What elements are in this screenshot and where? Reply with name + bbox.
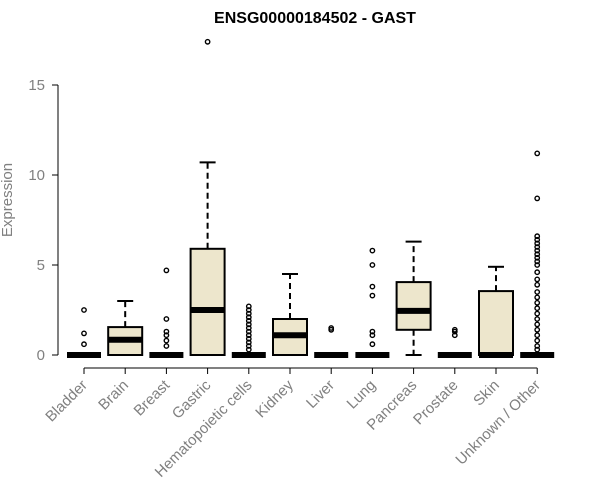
outlier-point — [245, 335, 252, 342]
outlier-point — [534, 294, 541, 301]
y-tick-label: 0 — [37, 347, 45, 364]
outlier-point — [81, 330, 87, 337]
outlier-point — [245, 321, 252, 328]
outlier-point — [534, 258, 541, 265]
box-body — [478, 290, 514, 357]
x-tick-label: Skin — [470, 377, 503, 410]
outlier-point — [534, 321, 541, 328]
x-tick-label: Bladder — [42, 377, 91, 426]
x-tick-label: Kidney — [252, 376, 297, 421]
outlier-point — [245, 346, 252, 353]
outlier-point — [451, 328, 458, 335]
box-pancreas — [395, 240, 432, 356]
y-axis-label: Expression — [0, 163, 16, 237]
outlier-point — [534, 346, 541, 353]
outlier-point — [245, 339, 252, 346]
x-tick-label: Prostate — [410, 377, 462, 429]
box-hematopoietic-cells — [231, 303, 266, 358]
outlier-point — [369, 283, 376, 290]
outlier-point — [81, 307, 87, 313]
outlier-point — [328, 326, 335, 333]
outlier-point — [534, 244, 541, 250]
outlier-point — [163, 343, 170, 349]
outlier-point — [534, 337, 541, 344]
outlier-point — [534, 269, 541, 276]
outlier-point — [245, 332, 252, 339]
outlier-point — [534, 262, 541, 268]
outlier-point — [534, 281, 541, 288]
x-tick-label: Breast — [131, 376, 174, 419]
outlier-point — [534, 276, 541, 283]
box-skin — [478, 265, 514, 358]
outlier-point — [245, 314, 252, 321]
outlier-point — [163, 328, 170, 335]
outlier-point — [534, 240, 541, 247]
outlier-point — [245, 328, 252, 335]
x-tick-label: Lung — [344, 377, 380, 413]
outlier-point — [245, 317, 252, 324]
outlier-point — [451, 332, 458, 339]
outlier-point — [534, 343, 541, 349]
box-bladder — [67, 307, 101, 358]
outlier-point — [534, 332, 541, 339]
box-breast — [149, 267, 184, 358]
box-brain — [107, 300, 144, 357]
outlier-point — [163, 332, 170, 339]
y-axis: 0 5 10 15 — [28, 77, 59, 364]
outlier-point — [534, 254, 541, 261]
outlier-point — [163, 337, 170, 344]
outlier-point — [245, 310, 252, 317]
outlier-point — [245, 303, 252, 310]
box-lung — [355, 247, 390, 358]
outlier-point — [245, 307, 252, 313]
box-prostate — [437, 326, 472, 358]
chart-title: ENSG00000184502 - GAST — [214, 10, 416, 27]
box-kidney — [272, 273, 308, 356]
x-tick-label: Brain — [95, 377, 132, 414]
box-liver — [314, 325, 349, 358]
x-tick-label: Liver — [303, 377, 338, 412]
box-body — [395, 281, 432, 331]
outlier-point — [245, 343, 252, 349]
box-gastric — [189, 38, 226, 356]
outlier-point — [245, 325, 252, 331]
outlier-point — [369, 262, 376, 268]
outlier-point — [81, 341, 87, 348]
outlier-point — [369, 332, 376, 339]
outlier-point — [369, 247, 376, 254]
outlier-point — [534, 326, 541, 333]
outlier-point — [534, 247, 541, 254]
outlier-point — [534, 236, 541, 243]
box-unknown-other — [520, 150, 555, 358]
y-tick-label: 10 — [28, 167, 45, 184]
outlier-point — [534, 316, 541, 322]
outlier-point — [204, 38, 211, 45]
outlier-point — [534, 289, 541, 295]
box-body — [189, 247, 226, 356]
outlier-point — [534, 195, 541, 202]
outlier-point — [534, 299, 541, 306]
outlier-point — [534, 233, 541, 240]
y-tick-label: 5 — [37, 257, 45, 274]
outlier-point — [534, 305, 541, 312]
outlier-point — [534, 150, 541, 157]
y-tick-label: 15 — [28, 77, 45, 94]
outlier-point — [534, 310, 541, 317]
outlier-point — [534, 251, 541, 258]
outlier-point — [369, 341, 376, 348]
boxes-group — [67, 38, 555, 358]
outlier-point — [369, 328, 376, 335]
outlier-point — [163, 316, 170, 322]
outlier-point — [369, 292, 376, 299]
outlier-point — [163, 267, 170, 274]
